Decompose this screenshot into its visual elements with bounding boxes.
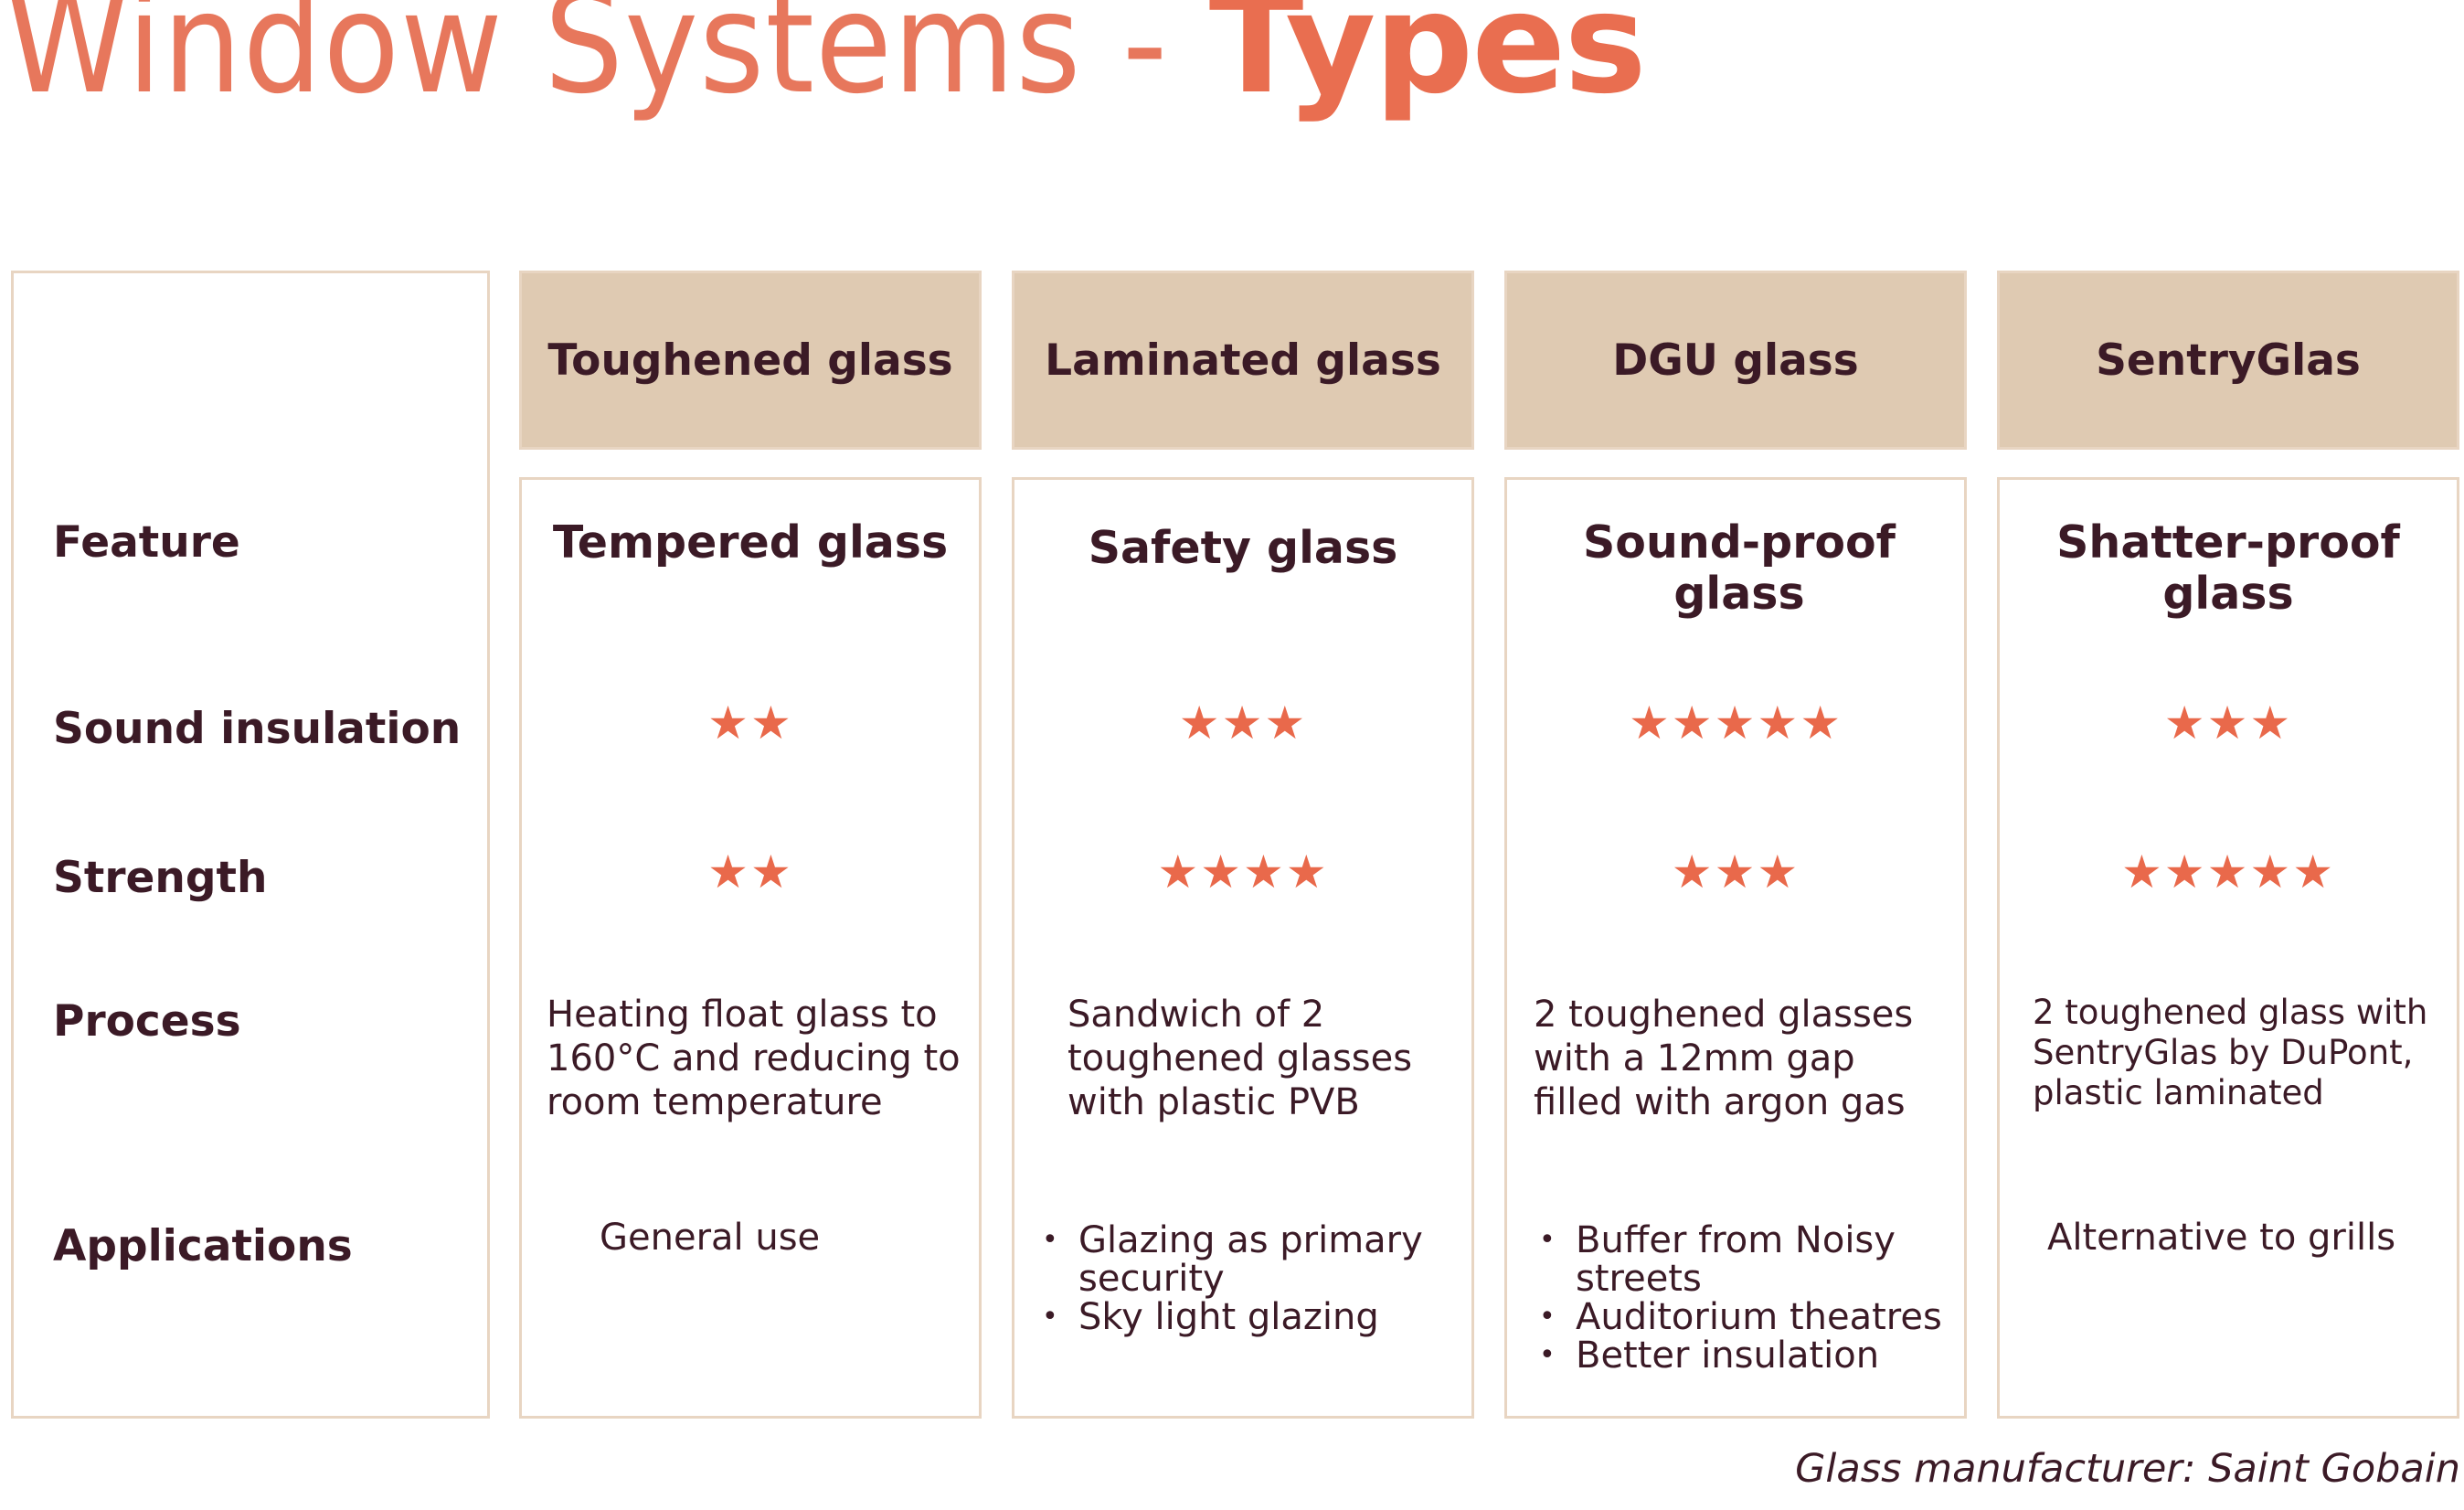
title-bold: Types: [1208, 0, 1647, 124]
strength-stars-sentryglas: ★★★★★: [2120, 845, 2336, 899]
applications-toughened: General use: [600, 1217, 821, 1259]
feature-dgu: Sound-proof glass: [1582, 516, 1896, 620]
column-header-toughened: Toughened glass: [519, 271, 982, 450]
strength-stars-toughened: ★★: [707, 845, 793, 899]
process-dgu: 2 toughened glasses with a 12mm gap fill…: [1534, 994, 1914, 1123]
list-item: Sky light glazing: [1042, 1298, 1444, 1336]
list-item: Auditorium theatres: [1539, 1298, 1960, 1336]
applications-laminated: Glazing as primary security Sky light gl…: [1042, 1221, 1444, 1336]
title-light: Window Systems -: [5, 0, 1209, 124]
strength-stars-laminated: ★★★★: [1157, 845, 1329, 899]
list-item: Glazing as primary security: [1042, 1221, 1444, 1298]
column-header-laminated: Laminated glass: [1012, 271, 1474, 450]
page-title: Window Systems - Types: [5, 0, 1647, 120]
list-item: Better insulation: [1539, 1336, 1960, 1375]
process-laminated: Sandwich of 2 toughened glasses with pla…: [1067, 994, 1413, 1123]
applications-dgu: Buffer from Noisy streets Auditorium the…: [1539, 1221, 1960, 1375]
row-labels-box: [11, 271, 490, 1419]
column-body-sentryglas: [1997, 477, 2459, 1419]
feature-toughened: Tempered glass: [552, 516, 949, 569]
applications-sentryglas: Alternative to grills: [2047, 1217, 2396, 1259]
feature-laminated: Safety glass: [1088, 522, 1398, 574]
row-label-strength: Strength: [53, 853, 268, 903]
process-sentryglas: 2 toughened glass with SentryGlas by DuP…: [2033, 993, 2428, 1112]
list-item: Buffer from Noisy streets: [1539, 1221, 1960, 1298]
process-toughened: Heating float glass to 160°C and reducin…: [547, 994, 961, 1123]
sound-stars-laminated: ★★★: [1178, 697, 1308, 750]
column-header-sentryglas: SentryGlas: [1997, 271, 2459, 450]
strength-stars-dgu: ★★★: [1671, 845, 1800, 899]
sound-stars-toughened: ★★: [707, 697, 793, 750]
sound-stars-sentryglas: ★★★: [2163, 697, 2293, 750]
column-body-toughened: [519, 477, 982, 1419]
row-label-sound-insulation: Sound insulation: [53, 704, 462, 754]
row-label-applications: Applications: [53, 1221, 353, 1271]
column-header-dgu: DGU glass: [1504, 271, 1967, 450]
feature-sentryglas: Shatter-proof glass: [2056, 516, 2400, 620]
footer-credit: Glass manufacturer: Saint Gobain: [1795, 1446, 2460, 1492]
sound-stars-dgu: ★★★★★: [1628, 697, 1843, 750]
row-label-process: Process: [53, 996, 241, 1047]
row-label-feature: Feature: [53, 517, 240, 568]
